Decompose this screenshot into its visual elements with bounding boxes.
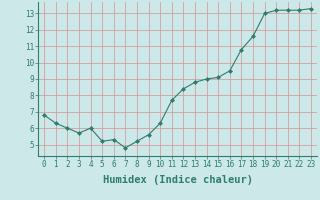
- X-axis label: Humidex (Indice chaleur): Humidex (Indice chaleur): [103, 175, 252, 185]
